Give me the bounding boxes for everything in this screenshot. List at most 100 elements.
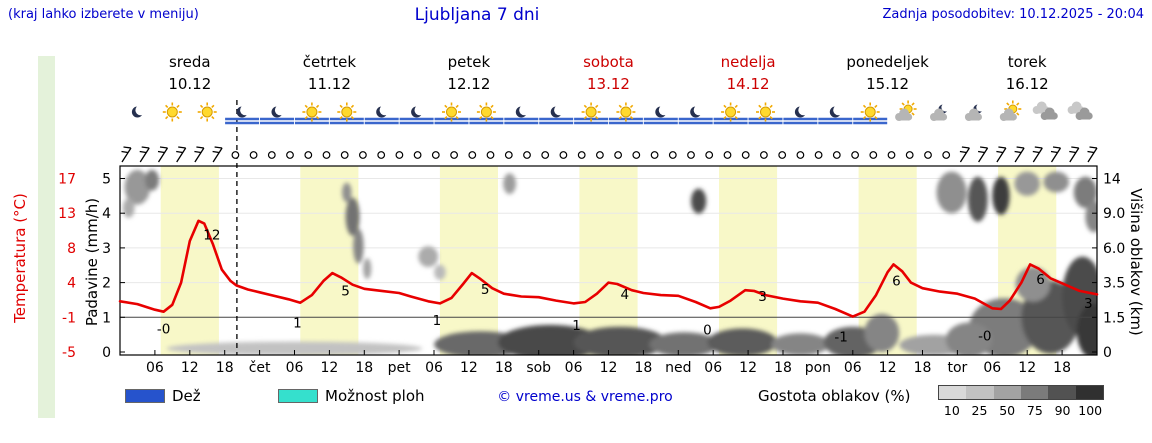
- cloud-scale-segment: [1020, 386, 1049, 399]
- x-hour-label: 06: [983, 360, 1001, 376]
- calm-wind-icon: [559, 151, 568, 159]
- moon-icon: [550, 105, 565, 118]
- precip-tick-label: 5: [102, 172, 111, 188]
- temp-value-label: 4: [621, 287, 630, 303]
- sun-icon: [756, 102, 775, 122]
- x-day-abbrev: sob: [526, 360, 551, 376]
- wind-barb-icon: [157, 146, 169, 163]
- wind-barb-icon: [1069, 146, 1080, 163]
- sun-icon: [162, 102, 182, 122]
- calm-wind-icon: [596, 151, 604, 159]
- cloud-icon: [895, 108, 913, 121]
- calm-wind-icon: [832, 151, 841, 159]
- x-day-abbrev: pet: [388, 360, 412, 376]
- cloud-icon: [964, 108, 983, 121]
- fog-icon: [783, 117, 818, 125]
- calm-wind-icon: [468, 151, 477, 159]
- x-hour-label: 18: [216, 360, 234, 376]
- calm-wind-icon: [231, 151, 240, 159]
- precip-tick-label: 1: [102, 310, 111, 326]
- cloud-scale-value: 75: [1026, 403, 1043, 418]
- sun-icon: [721, 102, 741, 122]
- temp-value-label: 1: [293, 315, 302, 331]
- cloud-scale-value: 50: [999, 403, 1016, 418]
- day-date: 13.12: [587, 75, 630, 93]
- wind-barb-icon: [996, 146, 1007, 163]
- cloud-icon: [1040, 107, 1058, 120]
- cloud-layer: [122, 169, 1097, 355]
- precip-tick-label: 3: [102, 241, 111, 257]
- calm-wind-icon: [705, 151, 714, 159]
- x-hour-label: 12: [600, 360, 618, 376]
- day-name: četrtek: [303, 53, 357, 71]
- daytime-band: [439, 166, 498, 355]
- moon-icon: [655, 105, 670, 118]
- calm-wind-icon: [687, 151, 695, 159]
- cloud-scale-value: 25: [971, 403, 988, 418]
- fog-icon: [504, 117, 539, 125]
- sun-icon: [860, 102, 880, 122]
- day-date: 15.12: [866, 75, 909, 93]
- wind-barb-icon: [978, 146, 989, 163]
- day-name: petek: [448, 53, 491, 71]
- x-hour-label: 06: [565, 360, 583, 376]
- fog-icon: [643, 117, 678, 125]
- calm-wind-icon: [286, 151, 294, 159]
- x-hour-label: 12: [320, 360, 338, 376]
- calm-wind-icon: [395, 151, 404, 159]
- calm-wind-icon: [632, 151, 641, 159]
- last-update: Zadnja posodobitev: 10.12.2025 - 20:04: [882, 7, 1144, 22]
- calm-wind-icon: [322, 151, 331, 159]
- wind-barb-icon: [1087, 146, 1098, 163]
- calm-wind-icon: [741, 151, 750, 159]
- day-name: sreda: [169, 53, 211, 71]
- calm-wind-icon: [851, 151, 859, 159]
- cloud-tick-label: 9.0: [1103, 206, 1125, 222]
- left-strip: [38, 56, 55, 418]
- temp-tick-label: 4: [67, 276, 76, 292]
- x-hour-label: 06: [286, 360, 304, 376]
- cloud-icon: [1075, 107, 1093, 120]
- moon-icon: [794, 105, 809, 118]
- temp-value-label: 1: [572, 318, 581, 334]
- calm-wind-icon: [577, 151, 586, 159]
- temp-tick-label: 8: [67, 241, 76, 257]
- calm-wind-icon: [267, 151, 276, 159]
- cloud-tick-label: 14: [1103, 172, 1121, 188]
- x-hour-label: 06: [704, 360, 722, 376]
- x-hour-label: 18: [914, 360, 932, 376]
- fog-icon: [539, 117, 574, 125]
- temp-value-label: -0: [978, 328, 991, 344]
- calm-wind-icon: [650, 151, 659, 159]
- moon-icon: [829, 105, 844, 118]
- temp-value-label: 1: [433, 313, 442, 329]
- temp-tick-label: 13: [58, 206, 76, 222]
- day-name: sobota: [583, 53, 634, 71]
- temp-value-label: 3: [758, 289, 767, 305]
- temp-value-label: 6: [1036, 272, 1045, 288]
- x-day-abbrev: ned: [665, 360, 691, 376]
- day-date: 11.12: [308, 75, 351, 93]
- calm-wind-icon: [450, 151, 459, 159]
- temp-value-label: 0: [703, 322, 712, 338]
- fog-icon: [260, 117, 294, 125]
- fog-icon: [818, 117, 853, 125]
- moon-icon: [690, 105, 704, 118]
- calm-wind-icon: [614, 151, 622, 159]
- copyright-link[interactable]: © vreme.us & vreme.pro: [497, 389, 673, 405]
- cloud-icon: [930, 108, 948, 121]
- day-date: 12.12: [447, 75, 490, 93]
- wind-barb-icon: [176, 146, 187, 163]
- precip-tick-label: 2: [102, 276, 111, 292]
- cloud-scale-segment: [1075, 386, 1103, 399]
- sun-icon: [476, 102, 496, 122]
- day-name: ponedeljek: [846, 53, 929, 71]
- moon-icon: [271, 105, 286, 118]
- calm-wind-icon: [942, 151, 951, 159]
- calm-wind-icon: [541, 151, 550, 159]
- calm-wind-icon: [924, 151, 932, 159]
- calm-wind-icon: [486, 151, 495, 159]
- sun-icon: [581, 102, 601, 122]
- temp-tick-label: 17: [58, 172, 76, 188]
- moon-icon: [236, 105, 251, 118]
